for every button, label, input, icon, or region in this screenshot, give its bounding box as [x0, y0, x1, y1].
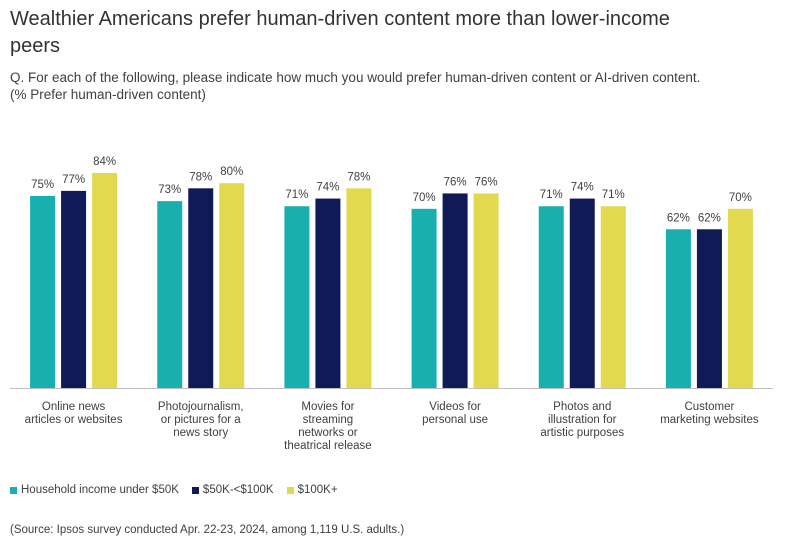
bar — [157, 201, 183, 388]
legend-entry: Household income under $50K — [10, 484, 179, 496]
bar — [538, 206, 564, 388]
data-label: 74% — [571, 182, 594, 194]
bar — [30, 196, 56, 388]
data-label: 76% — [475, 176, 498, 188]
legend-entry: $100K+ — [286, 484, 338, 496]
data-label: 77% — [62, 174, 85, 186]
bar — [284, 206, 310, 388]
data-label: 70% — [413, 192, 436, 204]
legend-swatch — [286, 486, 294, 494]
bar — [411, 208, 437, 388]
chart-subtitle: Q. For each of the following, please ind… — [10, 70, 701, 102]
data-label: 73% — [158, 184, 181, 196]
data-label: 78% — [189, 171, 212, 183]
chart-title: Wealthier Americans prefer human-driven … — [10, 8, 670, 57]
data-label: 71% — [540, 189, 563, 201]
data-label: 70% — [729, 192, 752, 204]
bar — [315, 198, 341, 388]
data-label: 76% — [444, 176, 467, 188]
bar — [727, 208, 753, 388]
data-label: 75% — [31, 179, 54, 191]
legend-swatch — [191, 486, 199, 494]
data-label: 80% — [220, 166, 243, 178]
data-label: 62% — [667, 212, 690, 224]
data-label: 74% — [316, 182, 339, 194]
legend-swatch — [10, 486, 17, 494]
category-label: Movies for streaming networks or theatrical… — [284, 401, 372, 452]
bar — [600, 206, 626, 388]
legend-label: $100K+ — [297, 484, 338, 496]
data-label: 71% — [285, 189, 308, 201]
data-label: 71% — [602, 189, 625, 201]
bar — [473, 193, 499, 388]
category-label: Customer marketing websites — [660, 401, 759, 426]
category-label: Photos and illustration for artistic purpo… — [540, 401, 624, 439]
category-label: Photojournalism, or pictures for a news st… — [158, 401, 244, 439]
legend-label: $50K-<$100K — [202, 484, 274, 496]
bar — [92, 172, 118, 388]
data-label: 62% — [698, 212, 721, 224]
legend-entry: $50K-<$100K — [191, 484, 274, 496]
category-label: Videos for personal use — [422, 401, 488, 426]
data-label: 78% — [347, 171, 370, 183]
bar — [442, 193, 468, 388]
bar — [219, 183, 245, 388]
bar — [569, 198, 595, 388]
bar — [188, 188, 214, 388]
legend-label: Household income under $50K — [21, 484, 179, 496]
source-note: (Source: Ipsos survey conducted Apr. 22-… — [10, 524, 405, 536]
data-label: 84% — [93, 156, 116, 168]
bar — [665, 229, 691, 388]
legend: Household income under $50K $50K-<$100K $1… — [10, 484, 351, 496]
bar — [696, 229, 722, 388]
bar — [61, 190, 87, 388]
bar — [346, 188, 372, 388]
category-label: Online news articles or websites — [25, 401, 123, 426]
